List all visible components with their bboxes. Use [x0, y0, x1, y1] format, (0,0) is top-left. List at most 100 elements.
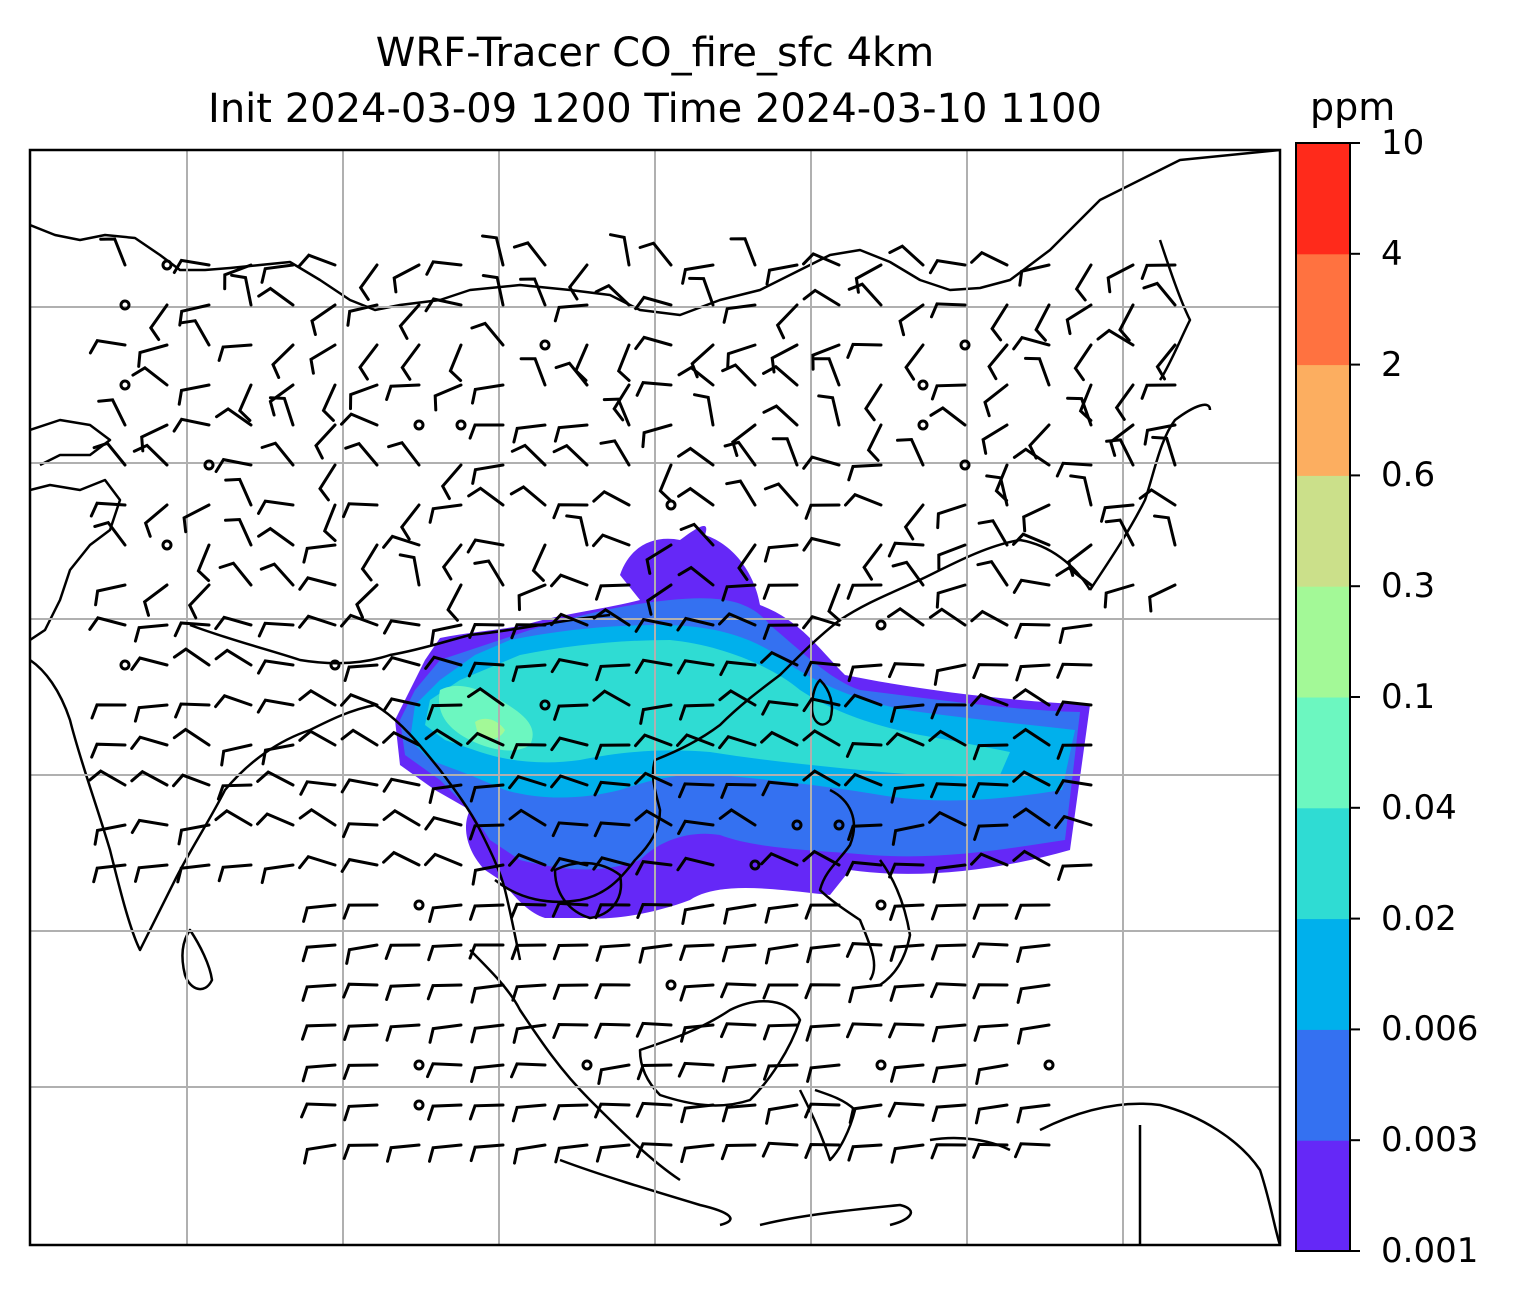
wind-barb [346, 303, 379, 327]
wind-barb [887, 606, 925, 627]
wind-barb [678, 782, 715, 799]
calm-wind-marker [665, 979, 677, 991]
wind-barb [382, 777, 421, 793]
calm-wind-marker [875, 899, 887, 911]
wind-barb [1014, 622, 1051, 639]
wind-barb [846, 583, 883, 600]
wind-barb [268, 383, 295, 417]
wind-barb [762, 404, 799, 427]
wind-barb [271, 343, 295, 379]
wind-barb [426, 1062, 463, 1079]
colorbar-bin [1296, 143, 1350, 255]
wind-barb [1022, 503, 1051, 533]
wind-barb [382, 730, 421, 747]
wind-barb [636, 902, 673, 919]
wind-barb [468, 943, 505, 960]
wind-barb [1096, 328, 1135, 347]
wind-barb [469, 1143, 505, 1163]
wind-barb [932, 1063, 967, 1084]
wind-barb [811, 343, 841, 371]
colorbar-tick-label: 4 [1381, 233, 1403, 274]
wind-barb [609, 233, 631, 267]
wind-barb [340, 857, 379, 873]
wind-barb [972, 903, 1009, 920]
wind-barb [565, 514, 589, 547]
wind-barb [342, 1143, 379, 1160]
wind-barb [148, 303, 169, 341]
wind-barb [803, 660, 841, 677]
wind-barb [217, 343, 253, 362]
wind-barb [990, 303, 1009, 342]
wind-barb [1066, 396, 1093, 427]
wind-barb [802, 252, 841, 267]
wind-barb [970, 609, 1009, 627]
wind-barb [470, 1063, 505, 1083]
wind-barb [512, 1023, 547, 1044]
wind-barb [802, 697, 841, 713]
wind-barb [593, 821, 631, 838]
wind-barb [1055, 566, 1093, 587]
colorbar-bin [1296, 475, 1350, 587]
wind-barb [471, 383, 505, 405]
colorbar-tick-label: 0.1 [1381, 677, 1436, 717]
wind-barb [468, 423, 505, 440]
wind-barb [930, 943, 967, 961]
wind-barb [552, 943, 589, 961]
wind-barb [133, 623, 169, 643]
wind-barb [214, 694, 253, 709]
wind-barb [761, 700, 799, 716]
wind-barb [848, 1103, 883, 1125]
wind-barb [93, 520, 127, 547]
wind-barb [1105, 438, 1135, 467]
wind-barb [298, 614, 337, 629]
wind-barb [256, 770, 295, 787]
wind-barb [553, 703, 589, 721]
wind-barb [424, 728, 463, 747]
wind-barb [765, 263, 799, 286]
wind-barb [392, 263, 421, 294]
wind-barb [511, 1103, 547, 1123]
wind-barb [360, 543, 379, 582]
wind-barb [238, 383, 253, 422]
wind-barb [1142, 281, 1177, 307]
wind-barb [517, 583, 547, 612]
wind-barb [721, 583, 757, 602]
wind-barb [508, 853, 547, 867]
calm-wind-marker [413, 1099, 425, 1111]
wind-barb [343, 1023, 379, 1041]
wind-barb [804, 983, 841, 1000]
wind-barb [718, 734, 757, 750]
wind-barb [676, 659, 715, 675]
wind-barb [898, 303, 925, 337]
wind-barb [301, 1063, 337, 1083]
wind-barb [930, 1143, 967, 1160]
wind-barb [177, 823, 211, 846]
calm-wind-marker [413, 419, 425, 431]
calm-wind-marker [791, 819, 803, 831]
wind-barb [972, 942, 1009, 959]
wind-barb [172, 258, 211, 274]
wind-barb [301, 983, 337, 1002]
wind-barb [676, 616, 715, 632]
wind-barb [299, 780, 337, 796]
wind-barb [854, 263, 883, 294]
calm-wind-marker [917, 419, 929, 431]
wind-barb [802, 455, 841, 470]
wind-barb [720, 1022, 757, 1039]
plume-level-6 [475, 718, 505, 740]
wind-barb [592, 689, 631, 707]
wind-barb [1055, 461, 1093, 478]
wind-barb [721, 943, 757, 963]
wind-barb [1140, 263, 1177, 280]
wind-barb [89, 501, 127, 518]
wind-barb [322, 503, 337, 542]
wind-barb [827, 583, 841, 622]
wind-barb [386, 1143, 421, 1163]
wind-barb [720, 982, 757, 999]
wind-barb [552, 443, 589, 467]
wind-barb [896, 437, 925, 467]
wind-barb [358, 263, 379, 301]
wind-barb [936, 503, 967, 530]
wind-barb [761, 1141, 799, 1158]
wind-barb [1012, 532, 1051, 547]
